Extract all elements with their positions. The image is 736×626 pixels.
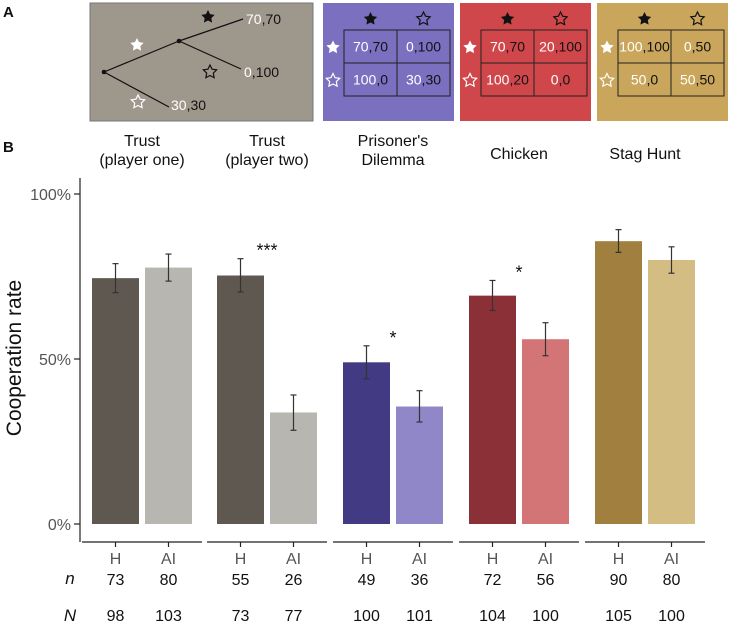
matrix-payoff: 20,100 [539, 39, 582, 55]
bar [522, 339, 569, 524]
tree-payoff: 0,100 [244, 64, 279, 80]
matrix-payoff: 100,20 [486, 72, 529, 88]
matrix-payoff: 0,50 [684, 39, 711, 55]
matrix-payoff: 100,100 [619, 39, 670, 55]
N-count: 101 [406, 608, 433, 625]
matrix-payoff: 70,70 [353, 39, 388, 55]
significance-marker: *** [256, 241, 277, 261]
bar [595, 241, 642, 524]
chart-group: Trust (player one) H 73 98 AI 80 103 [82, 133, 202, 625]
bar [92, 278, 139, 524]
n-count: 56 [537, 572, 555, 589]
matrix-payoff: 50,0 [631, 72, 658, 88]
x-tick-label: H [235, 551, 247, 568]
bar [343, 362, 390, 524]
stag-hunt-matrix-background [597, 3, 728, 121]
n-count: 80 [663, 572, 681, 589]
tree-branch [178, 18, 244, 42]
tree-node [176, 38, 182, 44]
y-tick-label: 100% [30, 187, 71, 204]
significance-marker: * [389, 328, 396, 348]
matrix-payoff: 0,100 [406, 39, 441, 55]
matrix-payoff: 50,50 [680, 72, 715, 88]
x-tick-label: H [487, 551, 499, 568]
prisoners-dilemma-matrix-background [323, 3, 454, 121]
n-count: 36 [411, 572, 429, 589]
cooperation-rate-chart: 0% 50% 100% Cooperation rate nN Trust (player … [3, 133, 705, 625]
bar [270, 412, 317, 524]
row-label-N: N [64, 606, 77, 625]
tree-payoff: 30,30 [171, 97, 206, 113]
y-tick-label: 50% [39, 352, 71, 369]
group-title: Prisoner's [358, 133, 429, 150]
group-title: Dilemma [361, 152, 424, 169]
x-tick-label: H [110, 551, 122, 568]
x-tick-label: AI [538, 551, 553, 568]
tree-branch [103, 71, 170, 108]
group-title: Chicken [490, 146, 548, 163]
x-tick-label: AI [412, 551, 427, 568]
bar [217, 275, 264, 524]
panel-b-label: B [3, 139, 14, 156]
group-title: (player one) [99, 152, 184, 169]
matrix-payoff: 0,0 [551, 72, 571, 88]
group-title: Trust [249, 133, 285, 150]
bar [145, 267, 192, 524]
tree-branch [178, 40, 242, 70]
row-label-n: n [65, 569, 74, 588]
payoff-matrices: 70,70 0,100 100,0 30,30 70,70 20,100 100,20 0,0… [323, 3, 728, 121]
N-count: 73 [232, 608, 250, 625]
N-count: 100 [658, 608, 685, 625]
bar [648, 260, 695, 524]
N-count: 100 [532, 608, 559, 625]
x-tick-label: AI [664, 551, 679, 568]
tree-node [101, 69, 107, 75]
n-count: 55 [232, 572, 250, 589]
tree-branch [103, 40, 180, 73]
x-tick-label: AI [161, 551, 176, 568]
chicken-matrix-background [460, 3, 591, 121]
bar [469, 295, 516, 524]
N-count: 98 [107, 608, 125, 625]
n-count: 26 [285, 572, 303, 589]
N-count: 77 [285, 608, 303, 625]
N-count: 105 [605, 608, 632, 625]
y-tick-label: 0% [48, 517, 71, 534]
chart-group: Prisoner's Dilemma H 49 100 AI 36 101 * [333, 133, 453, 625]
x-tick-label: H [613, 551, 625, 568]
chart-group: Trust (player two) H 55 73 AI 26 77 *** [207, 133, 327, 625]
x-tick-label: H [361, 551, 373, 568]
N-count: 103 [155, 608, 182, 625]
n-count: 80 [160, 572, 178, 589]
group-title: Stag Hunt [609, 146, 681, 163]
chart-group: Stag Hunt H 90 105 AI 80 100 [585, 146, 705, 625]
prisoners-dilemma-matrix: 70,70 0,100 100,0 30,30 [323, 3, 454, 121]
matrix-payoff: 30,30 [406, 72, 441, 88]
chart-group: Chicken H 72 104 AI 56 100 * [459, 146, 579, 625]
panel-a-label: A [3, 4, 14, 21]
group-title: (player two) [225, 152, 309, 169]
y-axis-label: Cooperation rate [3, 280, 26, 436]
N-count: 100 [353, 608, 380, 625]
n-count: 90 [610, 572, 628, 589]
bar [396, 406, 443, 524]
tree-payoff: 70,70 [246, 11, 281, 27]
x-tick-label: AI [286, 551, 301, 568]
group-title: Trust [124, 133, 160, 150]
significance-marker: * [515, 262, 522, 282]
n-count: 49 [358, 572, 376, 589]
n-count: 73 [107, 572, 125, 589]
N-count: 104 [479, 608, 506, 625]
trust-game-tree: 70,70 0,100 30,30 [89, 2, 314, 122]
chicken-matrix: 70,70 20,100 100,20 0,0 [460, 3, 591, 121]
matrix-payoff: 70,70 [490, 39, 525, 55]
matrix-payoff: 100,0 [353, 72, 388, 88]
n-count: 72 [484, 572, 502, 589]
stag-hunt-matrix: 100,100 0,50 50,0 50,50 [597, 3, 728, 121]
